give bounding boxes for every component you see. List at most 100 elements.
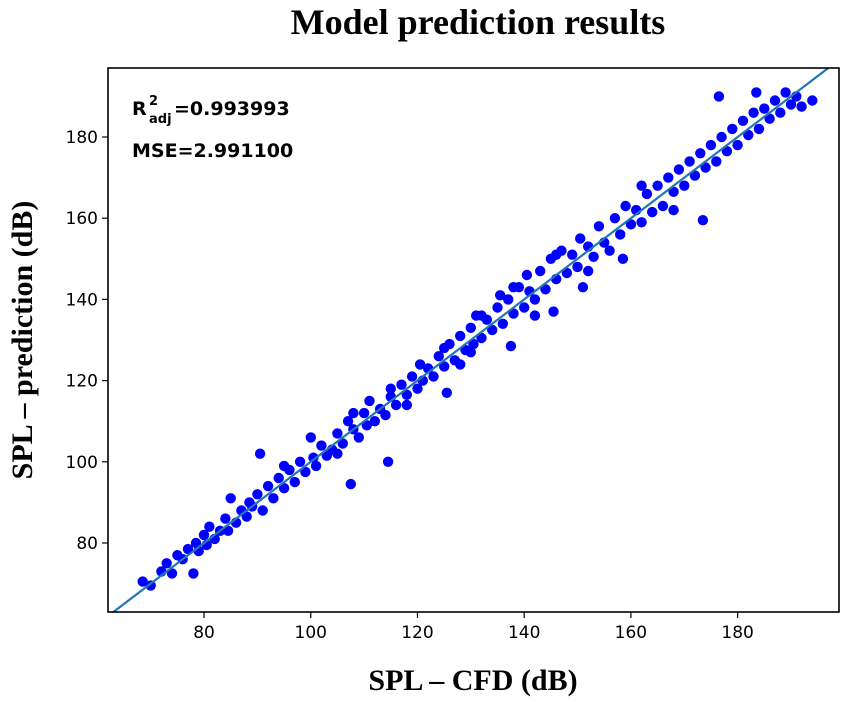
data-point [540,284,551,295]
x-tick-label: 80 [193,623,215,643]
data-point [385,383,396,394]
r2-value: =0.993993 [174,98,290,120]
data-point [289,476,300,488]
data-point [697,215,709,226]
data-point [182,543,194,555]
data-point [161,558,172,569]
data-point [751,87,762,98]
data-point [468,338,479,350]
data-point [588,251,599,262]
data-point [495,290,506,301]
data-point [390,399,402,411]
data-point [337,438,348,449]
data-point [310,460,322,472]
data-point [188,568,199,579]
data-point [145,580,156,591]
data-point [361,420,372,431]
data-point [647,206,658,218]
reference-line-group [111,68,831,612]
data-point [252,489,263,500]
data-point [380,409,391,421]
data-point [695,148,706,159]
y-tick-label: 80 [76,534,98,554]
data-point [609,213,621,224]
x-axis-ticks: 80 100 120 140 160 180 [193,612,754,643]
y-tick-label: 140 [66,290,98,310]
data-point [775,107,786,118]
data-point [225,493,236,504]
r2-label: R [132,98,147,120]
r2-subscript: adj [149,112,172,127]
data-point [353,432,364,443]
data-point [577,282,589,293]
data-point [345,478,356,490]
data-point [764,113,775,124]
data-point [535,265,546,277]
data-point [401,389,412,400]
data-point [406,371,418,382]
data-point [575,233,586,244]
data-point [414,359,426,370]
data-point [673,164,685,175]
chart-title: Model prediction results [291,2,666,42]
data-point [679,180,690,191]
data-point [737,115,749,127]
data-point [487,324,498,336]
data-point [785,99,797,110]
data-point [401,399,412,411]
data-point [668,204,679,216]
data-point [439,342,450,354]
data-point [711,156,722,167]
x-tick-label: 100 [295,623,327,643]
data-point [561,267,573,279]
data-point [572,261,583,273]
data-point [257,505,268,516]
data-point [204,521,215,532]
data-point [769,95,781,106]
data-point [551,249,562,260]
data-point [508,308,519,319]
data-point [727,123,738,135]
data-point [433,351,444,362]
x-tick-label: 140 [508,623,540,643]
data-point [273,472,284,484]
data-point [412,383,423,394]
data-point [465,347,476,358]
x-tick-label: 120 [401,623,433,643]
data-point [689,170,701,181]
data-point [657,200,669,212]
data-point [332,428,343,439]
x-axis-label: SPL – CFD (dB) [368,664,577,697]
data-point [521,269,533,281]
y-tick-label: 160 [66,209,98,229]
data-point [529,310,541,321]
data-point [294,456,306,467]
data-point [620,200,631,212]
data-point [305,432,316,443]
data-point [382,456,394,467]
data-point [300,466,311,478]
data-point [713,91,725,102]
data-point [465,322,476,333]
data-point [641,188,653,200]
data-point [332,448,343,459]
data-point [455,359,466,370]
data-point [732,139,743,151]
y-tick-label: 100 [66,453,98,473]
data-point [625,219,637,230]
data-point [705,139,717,151]
data-point [748,107,759,118]
y-axis-label: SPL – prediction (dB) [6,201,39,480]
data-point [316,440,327,451]
data-point [166,568,178,579]
data-point [342,416,354,427]
y-tick-label: 180 [66,128,98,148]
data-point [278,460,290,472]
x-tick-label: 160 [615,623,647,643]
data-point [364,395,375,407]
data-point [604,245,615,256]
data-point [567,249,578,260]
data-points [137,87,818,591]
data-point [759,103,770,114]
